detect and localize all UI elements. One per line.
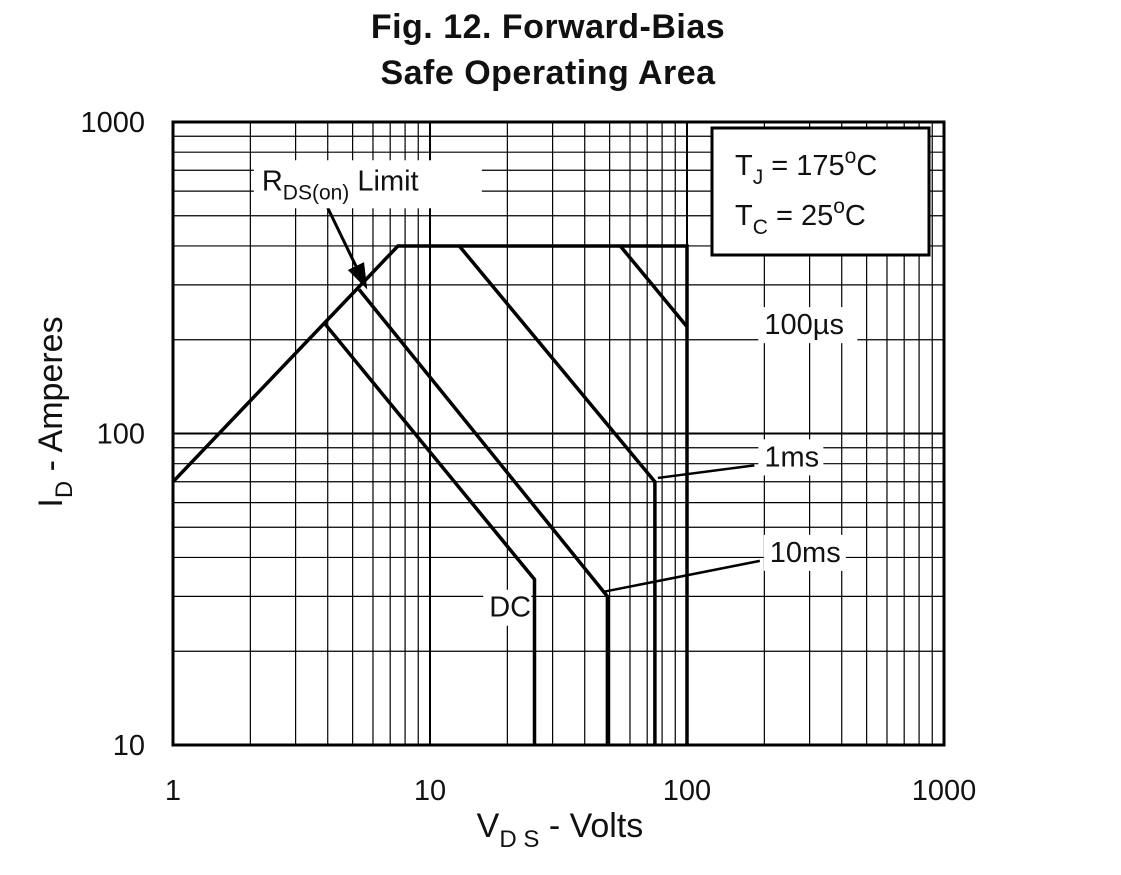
annotation-label-background: [763, 534, 846, 571]
chart-title-line1: Fig. 12. Forward-Bias: [371, 8, 725, 46]
conditions-legend: TJ = 175oC TC = 25oC: [710, 126, 931, 257]
x-tick-label: 10: [414, 775, 446, 807]
rds-label-background: [253, 160, 482, 209]
rds-arrow-shaft: [326, 207, 358, 267]
y-tick-label: 100: [97, 419, 145, 451]
series-line: [323, 322, 537, 745]
annotation-label-background: [758, 307, 858, 344]
series-line: [457, 244, 657, 745]
series-line: [171, 244, 689, 745]
rds-arrow-head: [347, 262, 368, 290]
plot-frame: [171, 120, 946, 747]
annotation-leader-line: [657, 464, 755, 480]
chart-title-line2: Safe Operating Area: [380, 54, 716, 92]
tick-labels: 1 10 100 1000 10 100 1000: [80, 107, 976, 807]
x-tick-label: 1000: [912, 775, 977, 807]
annotation-label-background: [483, 589, 532, 626]
series-line: [618, 244, 689, 328]
annotation-10ms-label: 10ms: [770, 537, 841, 569]
conditions-box: [710, 126, 931, 257]
annotation-label-background: [758, 439, 824, 476]
annotation-100us-label: 100µs: [764, 309, 844, 341]
annotations: 100µs 1ms 10ms DC: [326, 207, 858, 626]
annotation-dc-label: DC: [489, 592, 531, 624]
tj-condition: TJ = 175oC: [735, 145, 877, 189]
y-tick-label: 1000: [80, 107, 145, 139]
x-tick-label: 1: [165, 775, 181, 807]
annotation-1ms-label: 1ms: [764, 441, 819, 473]
x-axis-label: VD S - Volts: [477, 807, 644, 853]
y-axis-label: ID - Amperes: [32, 316, 78, 507]
tc-condition: TC = 25oC: [735, 195, 866, 239]
annotation-leader-line: [602, 559, 761, 594]
rds-on-limit-label: RDS(on) Limit: [262, 165, 419, 204]
x-tick-label: 100: [663, 775, 711, 807]
series-lines: [171, 244, 689, 745]
y-tick-label: 10: [113, 730, 145, 762]
series-line: [357, 288, 610, 745]
